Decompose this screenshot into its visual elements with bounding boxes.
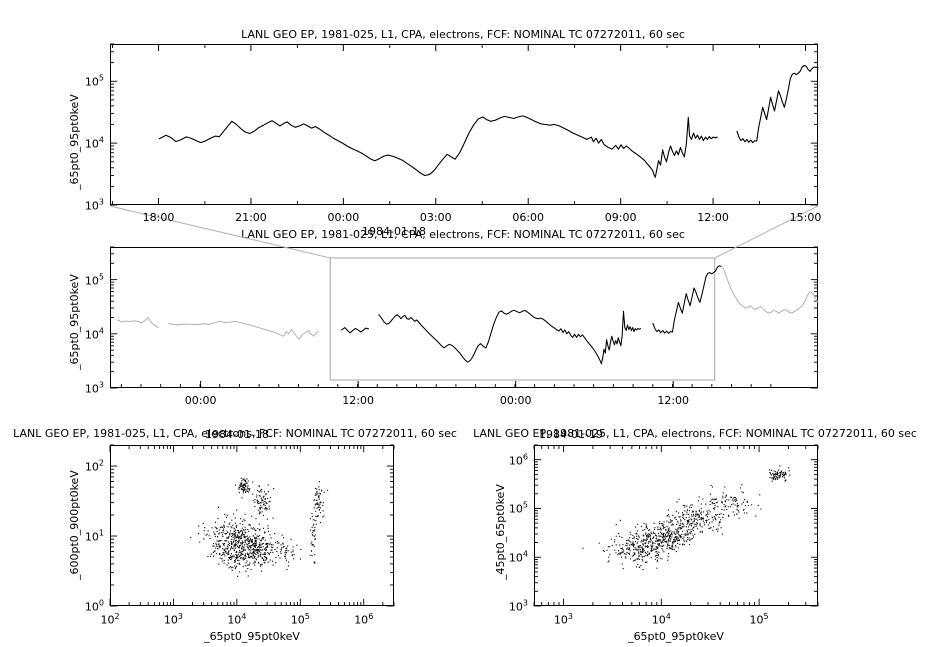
scatter-left-xlabel: _65pt0_95pt0keV xyxy=(204,630,300,643)
scatter-right-ytick-4: 104 xyxy=(508,549,528,565)
scatter-left-xtick-5: 105 xyxy=(290,612,310,627)
detail-xtick-5: 09:00 xyxy=(604,211,637,224)
scatter-right-ytick-6: 106 xyxy=(508,452,528,467)
scatter-right-ytick-5: 105 xyxy=(508,501,528,516)
scatter-right-title: LANL GEO EP, 1981-025, L1, CPA, electron… xyxy=(473,427,917,440)
scatter-left-xtick-2: 102 xyxy=(100,612,120,627)
scatter-left-points xyxy=(190,477,329,577)
context-timeseries-trace-2 xyxy=(720,265,819,314)
context-zoom-selection-box[interactable] xyxy=(329,257,716,381)
detail-timeseries-title: LANL GEO EP, 1981-025, L1, CPA, electron… xyxy=(241,28,685,41)
scatter-left-ytick-0: 100 xyxy=(84,598,104,614)
detail-xtick-0: 18:00 xyxy=(142,211,175,224)
scatter-right-ytick-3: 103 xyxy=(508,598,528,614)
detail-xtick-7: 15:00 xyxy=(789,211,822,224)
detail-xtick-1: 21:00 xyxy=(235,211,267,224)
scatter-left-xtick-3: 103 xyxy=(163,612,183,627)
detail-timeseries-trace xyxy=(158,64,819,178)
context-ytick-4: 104 xyxy=(84,326,104,342)
detail-xtick-6: 12:00 xyxy=(697,211,729,224)
scatter-right-xtick-5: 105 xyxy=(749,612,769,627)
scatter-left-xtick-6: 106 xyxy=(354,612,374,627)
context-timeseries-title: LANL GEO EP, 1981-025, L1, CPA, electron… xyxy=(241,228,685,241)
context-date-label-bottom-right: 1984-01-19 xyxy=(539,428,603,441)
scatter-right-xlabel: _65pt0_95pt0keV xyxy=(628,630,724,643)
context-timeseries-trace-0 xyxy=(117,316,320,340)
context-xtick-3: 12:00 xyxy=(657,394,690,407)
context-date-label-top: 1984-01-18 xyxy=(362,225,426,238)
detail-ytick-3: 103 xyxy=(84,197,104,213)
context-xtick-1: 12:00 xyxy=(342,394,374,407)
context-ytick-3: 103 xyxy=(84,380,104,396)
scatter-right-xtick-3: 103 xyxy=(553,612,573,627)
context-date-label-bottom-left: 1984-01-18 xyxy=(205,428,269,441)
detail-ytick-5: 105 xyxy=(84,73,104,89)
context-xtick-2: 00:00 xyxy=(499,394,532,407)
scatter-right-points xyxy=(582,465,791,571)
context-xtick-0: 00:00 xyxy=(184,394,217,407)
zoom-connector-right xyxy=(714,205,819,259)
zoom-connector-left xyxy=(109,205,331,259)
scatter-left-xtick-4: 104 xyxy=(227,612,247,627)
detail-ytick-4: 104 xyxy=(84,135,104,151)
context-ytick-5: 105 xyxy=(84,272,104,287)
scatter-left-title: LANL GEO EP, 1981-025, L1, CPA, electron… xyxy=(13,427,457,440)
detail-xtick-3: 03:00 xyxy=(419,211,452,224)
scatter-right-frame xyxy=(534,445,818,606)
scatter-left-frame xyxy=(110,445,394,606)
scatter-left-ytick-1: 101 xyxy=(84,528,104,544)
detail-xtick-4: 06:00 xyxy=(512,211,545,224)
scatter-left-ytick-2: 102 xyxy=(84,458,104,474)
scatter-right-xtick-4: 104 xyxy=(651,612,671,627)
detail-xtick-2: 00:00 xyxy=(327,211,360,224)
context-timeseries-trace-1 xyxy=(341,265,722,365)
